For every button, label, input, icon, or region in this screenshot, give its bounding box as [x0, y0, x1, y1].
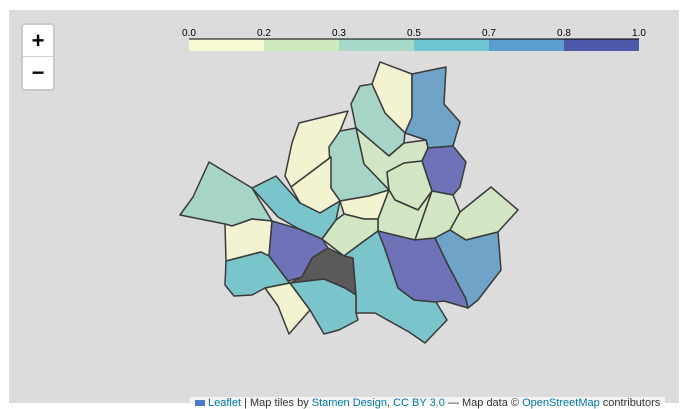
- legend-swatch-1: [264, 39, 339, 51]
- attribution-map-data-text: — Map data ©: [444, 397, 523, 409]
- stamen-link[interactable]: Stamen Design: [311, 397, 387, 409]
- region-west-blue[interactable]: [251, 175, 341, 240]
- legend-swatch-2: [339, 39, 414, 51]
- legend-tick-1: 0.2: [257, 28, 271, 39]
- region-far-east[interactable]: [449, 186, 519, 241]
- cc-link[interactable]: CC BY 3.0: [393, 397, 445, 409]
- region-southeast-purple[interactable]: [377, 230, 469, 309]
- legend-tick-6: 1.0: [632, 28, 646, 39]
- attribution-cc-separator: ,: [386, 397, 394, 409]
- legend-tick-0: 0.0: [182, 28, 196, 39]
- leaflet-link[interactable]: Leaflet: [208, 397, 242, 409]
- region-southeast-blue[interactable]: [434, 229, 502, 309]
- legend-swatch-3: [414, 39, 489, 51]
- legend-tick-4: 0.7: [482, 28, 496, 39]
- legend-tick-2: 0.3: [332, 28, 346, 39]
- map-attribution: Leaflet | Map tiles by Stamen Design, CC…: [190, 397, 666, 409]
- zoom-in-button[interactable]: +: [31, 28, 45, 53]
- legend-swatch-0: [189, 39, 264, 51]
- leaflet-flag-icon: [195, 400, 205, 407]
- legend-tick-5: 0.8: [557, 28, 571, 39]
- legend-swatch-5: [564, 39, 639, 51]
- legend-swatch-4: [489, 39, 564, 51]
- choropleth-regions[interactable]: [179, 61, 519, 344]
- legend-tick-3: 0.5: [407, 28, 421, 39]
- region-north-east[interactable]: [404, 66, 461, 149]
- osm-link[interactable]: OpenStreetMap: [522, 397, 600, 409]
- attribution-tiles-text: | Map tiles by: [241, 397, 312, 409]
- zoom-out-button[interactable]: −: [23, 56, 53, 88]
- zoom-control: + −: [21, 23, 55, 91]
- region-south-west-center[interactable]: [289, 278, 359, 335]
- color-legend: 0.0 0.2 0.3 0.5 0.7 0.8 1.0: [182, 28, 646, 51]
- attribution-contributors-text: contributors: [599, 397, 661, 409]
